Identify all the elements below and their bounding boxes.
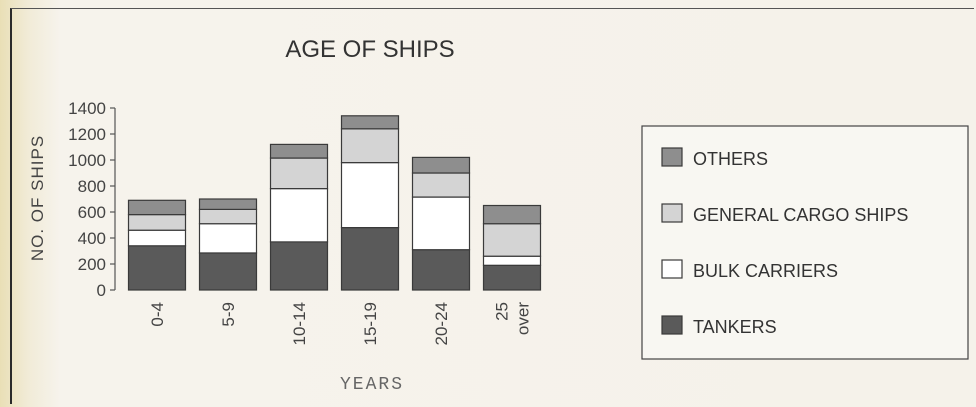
bars: [127, 115, 542, 291]
legend-swatch-general-cargo-ships: [661, 203, 683, 223]
bar-others-3: [340, 115, 400, 130]
legend-swatch-bulk-carriers: [661, 259, 683, 279]
bar-bulk-carriers-2: [269, 188, 329, 243]
y-axis-label: NO. OF SHIPS: [28, 135, 47, 261]
bar-others-0: [127, 199, 187, 216]
x-tick-label-0: 0-4: [148, 302, 167, 327]
bar-others-4: [411, 156, 471, 174]
y-axis: 0 200 400 600 800 1000 1200 1400: [68, 99, 116, 300]
legend-swatch-tankers: [661, 315, 683, 335]
y-tick-label-7: 1400: [68, 99, 106, 118]
legend-label-tankers: TANKERS: [693, 317, 777, 337]
x-tick-label-5-0: 25: [493, 302, 512, 321]
x-tick-label-2: 10-14: [290, 302, 309, 345]
bar-others-1: [198, 198, 258, 210]
x-tick-label-1: 5-9: [219, 302, 238, 327]
bar-bulk-carriers-3: [340, 162, 400, 229]
legend: OTHERS GENERAL CARGO SHIPS BULK CARRIERS TA…: [641, 125, 969, 360]
y-tick-label-3: 600: [78, 203, 106, 222]
bar-tankers-1: [198, 252, 258, 291]
y-tick-label-5: 1000: [68, 151, 106, 170]
bar-general-cargo-ships-5: [482, 223, 542, 257]
y-tick-label-4: 800: [78, 177, 106, 196]
bar-general-cargo-ships-0: [127, 214, 187, 231]
figure-frame: [10, 8, 974, 404]
bar-bulk-carriers-5: [482, 255, 542, 266]
bar-general-cargo-ships-4: [411, 172, 471, 198]
bar-others-2: [269, 143, 329, 159]
bar-tankers-2: [269, 241, 329, 291]
y-tick-label-1: 200: [78, 255, 106, 274]
x-axis-ticks: 0-4 5-9 10-14 15-19 20-24 25 over: [148, 302, 533, 346]
x-axis-label: YEARS: [340, 375, 404, 395]
bar-general-cargo-ships-2: [269, 157, 329, 190]
legend-box: [641, 125, 969, 360]
bar-general-cargo-ships-1: [198, 208, 258, 225]
bar-general-cargo-ships-3: [340, 128, 400, 164]
legend-label-others: OTHERS: [693, 149, 768, 169]
bar-bulk-carriers-4: [411, 196, 471, 251]
x-tick-label-4: 20-24: [432, 302, 451, 345]
bar-bulk-carriers-1: [198, 223, 258, 254]
y-tick-label-2: 400: [78, 229, 106, 248]
bar-others-5: [482, 204, 542, 225]
bar-bulk-carriers-0: [127, 229, 187, 247]
y-tick-label-0: 0: [97, 281, 106, 300]
bar-tankers-0: [127, 245, 187, 291]
bar-tankers-5: [482, 264, 542, 291]
legend-label-bulk-carriers: BULK CARRIERS: [693, 261, 838, 281]
y-tick-label-6: 1200: [68, 125, 106, 144]
bar-tankers-4: [411, 249, 471, 291]
x-tick-label-3: 15-19: [361, 302, 380, 345]
x-tick-label-5-1: over: [514, 302, 533, 335]
chart-title: AGE OF SHIPS: [285, 36, 454, 63]
legend-label-general-cargo-ships: GENERAL CARGO SHIPS: [693, 205, 908, 225]
legend-swatch-others: [661, 147, 683, 167]
bar-tankers-3: [340, 227, 400, 291]
